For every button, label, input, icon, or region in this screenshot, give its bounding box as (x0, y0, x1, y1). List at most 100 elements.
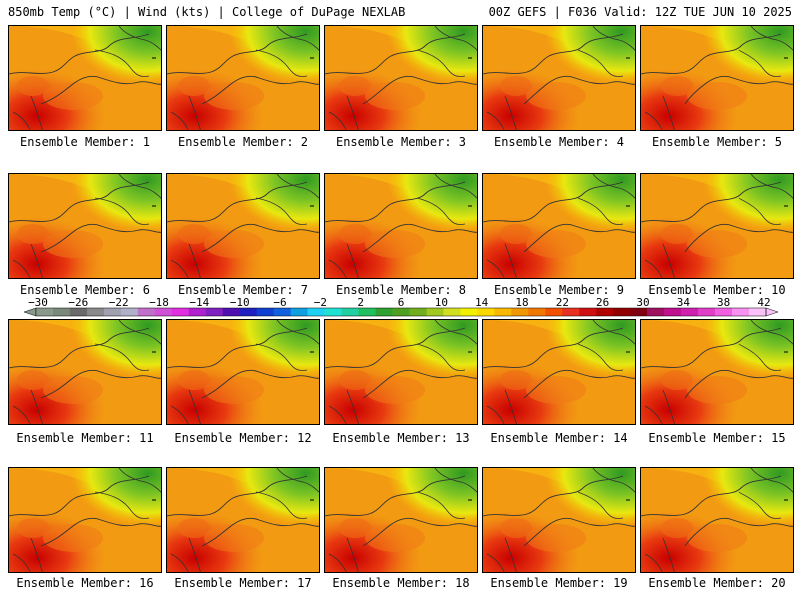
colorbar-segment (137, 308, 156, 316)
ensemble-map-panel (482, 173, 636, 279)
ensemble-map-panel (324, 173, 478, 279)
colorbar-outline (35, 307, 767, 317)
colorbar-segment (732, 308, 750, 316)
ensemble-map-panel (482, 467, 636, 573)
colorbar-tick-label: 18 (515, 297, 528, 309)
ensemble-member-label: Ensemble Member: 16 (16, 576, 154, 590)
colorbar-segment (239, 308, 257, 316)
ensemble-map-panel (640, 319, 794, 425)
colorbar-segment (698, 308, 716, 316)
ensemble-map-panel (640, 467, 794, 573)
colorbar-segment (681, 308, 699, 316)
colorbar-segment (154, 308, 173, 316)
colorbar-segment (86, 308, 105, 316)
colorbar-segment (69, 308, 88, 316)
colorbar-segment (596, 308, 614, 316)
ensemble-map-panel (8, 25, 162, 131)
ensemble-map-panel (324, 319, 478, 425)
ensemble-member-label: Ensemble Member: 20 (648, 576, 786, 590)
header-right-title: 00Z GEFS | F036 Valid: 12Z TUE JUN 10 20… (488, 5, 792, 19)
ensemble-member-label: Ensemble Member: 12 (174, 431, 312, 445)
ensemble-map-panel (166, 319, 320, 425)
colorbar-segment (392, 308, 410, 316)
ensemble-map-panel (166, 173, 320, 279)
colorbar-segment (358, 308, 376, 316)
colorbar-segment (205, 308, 224, 316)
colorbar-segment (630, 308, 648, 316)
colorbar-tick-label: −18 (149, 297, 169, 309)
colorbar-segment (562, 308, 580, 316)
ensemble-member-label: Ensemble Member: 6 (19, 283, 151, 297)
ensemble-member-label: Ensemble Member: 9 (493, 283, 625, 297)
ensemble-member-label: Ensemble Member: 10 (648, 283, 786, 297)
colorbar-segment (528, 308, 546, 316)
ensemble-map-panel (8, 467, 162, 573)
colorbar-segment (613, 308, 631, 316)
ensemble-member-label: Ensemble Member: 14 (490, 431, 628, 445)
ensemble-member-label: Ensemble Member: 8 (335, 283, 467, 297)
ensemble-member-label: Ensemble Member: 5 (651, 135, 783, 149)
colorbar-tick-label: −26 (68, 297, 88, 309)
colorbar-segment (290, 308, 308, 316)
colorbar-segment (188, 308, 207, 316)
ensemble-member-label: Ensemble Member: 11 (16, 431, 154, 445)
colorbar-segment (715, 308, 733, 316)
colorbar-segment (494, 308, 512, 316)
colorbar-segment (120, 308, 139, 316)
colorbar-segment (511, 308, 529, 316)
colorbar-segment (307, 308, 325, 316)
ensemble-map-panel (8, 319, 162, 425)
ensemble-member-label: Ensemble Member: 4 (493, 135, 625, 149)
ensemble-map-panel (640, 173, 794, 279)
colorbar-tick-label: 14 (475, 297, 489, 309)
colorbar-tick-label: −2 (314, 297, 327, 309)
colorbar-segment (375, 308, 393, 316)
ensemble-map-panel (8, 173, 162, 279)
colorbar-segment (477, 308, 495, 316)
colorbar-tick-label: 10 (435, 297, 448, 309)
colorbar-segment (52, 308, 71, 316)
colorbar-segment (664, 308, 682, 316)
colorbar-tick-label: 30 (636, 297, 649, 309)
ensemble-member-label: Ensemble Member: 17 (174, 576, 312, 590)
ensemble-member-label: Ensemble Member: 3 (335, 135, 467, 149)
colorbar-segment (324, 308, 342, 316)
colorbar-tick-label: −14 (189, 297, 209, 309)
colorbar-tick-label: 42 (757, 297, 770, 309)
colorbar-segment (341, 308, 359, 316)
colorbar-tick-label: −30 (28, 297, 48, 309)
colorbar-segment (426, 308, 444, 316)
ensemble-member-label: Ensemble Member: 19 (490, 576, 628, 590)
ensemble-map-panel (166, 25, 320, 131)
colorbar-segment (103, 308, 122, 316)
colorbar-segment (171, 308, 190, 316)
colorbar-tick-label: −22 (109, 297, 129, 309)
ensemble-map-panel (640, 25, 794, 131)
colorbar-tick-label: 6 (398, 297, 405, 309)
colorbar-tick-label: −10 (230, 297, 250, 309)
ensemble-member-label: Ensemble Member: 1 (19, 135, 151, 149)
ensemble-member-label: Ensemble Member: 7 (177, 283, 309, 297)
ensemble-map-panel (324, 25, 478, 131)
ensemble-map-panel (166, 467, 320, 573)
ensemble-map-panel (482, 25, 636, 131)
colorbar-segment (545, 308, 563, 316)
colorbar-segment (222, 308, 241, 316)
colorbar-max-arrow (765, 307, 779, 317)
colorbar-segment (749, 308, 767, 316)
ensemble-member-label: Ensemble Member: 13 (332, 431, 470, 445)
ensemble-member-label: Ensemble Member: 15 (648, 431, 786, 445)
colorbar-segment (36, 308, 54, 316)
ensemble-member-label: Ensemble Member: 2 (177, 135, 309, 149)
colorbar-segment (256, 308, 274, 316)
colorbar-tick-label: 34 (677, 297, 691, 309)
ensemble-map-panel (482, 319, 636, 425)
colorbar-tick-label: 2 (357, 297, 364, 309)
header-left-title: 850mb Temp (°C) | Wind (kts) | College o… (8, 5, 406, 19)
colorbar-min-arrow (23, 307, 37, 317)
colorbar-segment (460, 308, 478, 316)
colorbar-segment (273, 308, 291, 316)
colorbar-tick-label: 22 (556, 297, 569, 309)
colorbar-tick-label: 38 (717, 297, 730, 309)
colorbar-segment (409, 308, 427, 316)
